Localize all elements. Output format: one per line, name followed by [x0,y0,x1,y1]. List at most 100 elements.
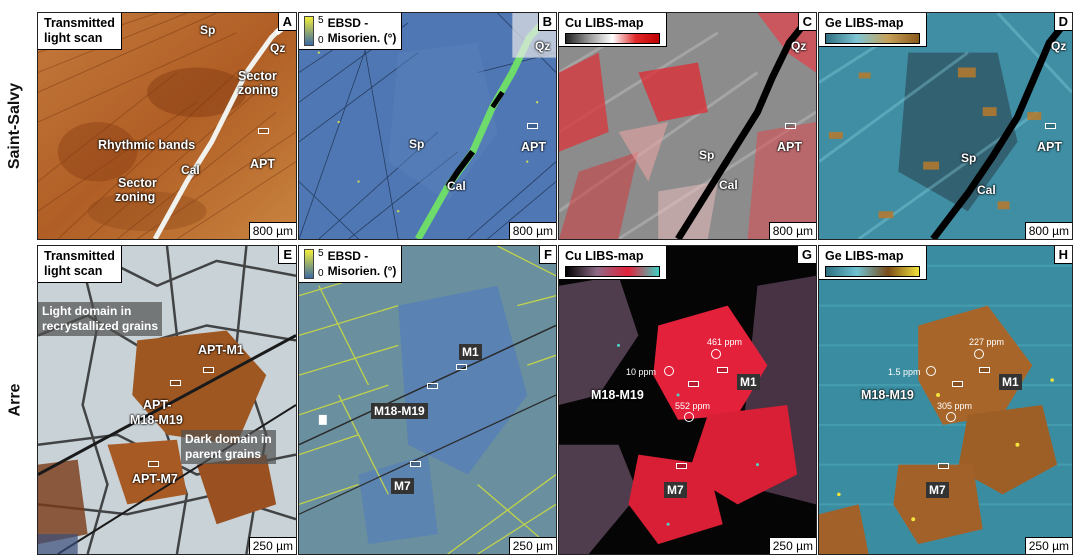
label-line: parent grains [185,447,262,461]
label-m18-m19: M18-M19 [861,388,914,402]
panel-c-letter: C [797,13,816,31]
panel-g-image [559,246,816,554]
colorbar [825,33,920,44]
panel-g-title: Cu LIBS-map [565,249,644,263]
title-line-1: Transmitted [44,249,115,263]
panel-a-title: Transmitted light scan [38,13,122,50]
ppm-value: 10 ppm [626,367,657,377]
colorbar-min: 0 [318,268,324,279]
title-line-1: EBSD - [327,249,369,263]
apt-marker [1045,123,1056,129]
spot-circle [946,412,956,422]
label-line: Dark domain in [185,432,272,446]
marker-m18 [952,381,963,387]
apt-marker-m18 [170,380,181,386]
panel-c-title: Cu LIBS-map [565,16,644,30]
spot-circle [974,349,984,359]
colorbar [565,33,660,44]
title-line-1: EBSD - [327,16,369,30]
label-zoning: zoning [115,190,156,204]
colorbar [565,266,660,277]
spot-circle [926,366,936,376]
panel-e-transmitted-light: Transmitted light scan E Light domain in… [37,245,297,555]
apt-marker-m1 [203,367,214,373]
label-qz: Qz [535,39,551,53]
panel-d-image [819,13,1072,239]
panel-b-legend: 5 0 EBSD - Misorien. (°) [299,13,403,50]
title-line-2: Misorien. (°) [327,31,397,45]
title-line-1: Transmitted [44,16,115,30]
spot-circle [664,366,674,376]
ppm-value: 461 ppm [707,337,743,347]
label-dark-domain: Dark domain in parent grains [181,430,276,464]
panel-f-ebsd: 5 0 EBSD - Misorien. (°) F M1 M18-M19 M7… [298,245,557,555]
panel-a-image [38,13,296,239]
scale-bar: 250 µm [768,537,816,554]
scale-bar: 250 µm [508,537,556,554]
title-line-2: Misorien. (°) [327,264,397,278]
label-sp: Sp [961,151,977,165]
marker-m1 [717,367,728,373]
scale-bar: 800 µm [1024,222,1072,239]
apt-marker [258,128,269,134]
panel-d-letter: D [1053,13,1072,31]
label-cal: Cal [977,183,996,197]
label-qz: Qz [270,41,286,55]
panel-f-image [299,246,556,554]
marker-m18 [688,381,699,387]
colorbar-max: 5 [318,248,324,259]
label-m18-m19: M18-M19 [371,403,428,419]
panel-b-letter: B [537,13,556,31]
label-m7: M7 [664,482,687,498]
label-cal: Cal [719,178,738,192]
label-rhythmic-bands: Rhythmic bands [98,138,196,152]
label-sp: Sp [409,137,425,151]
marker-m7 [938,463,949,469]
scale-bar: 800 µm [248,222,296,239]
panel-c-image [559,13,816,239]
ppm-value: 227 ppm [969,337,1005,347]
title-line-2: light scan [44,264,103,278]
panel-d-title: Ge LIBS-map [825,16,904,30]
title-line-2: light scan [44,31,103,45]
panel-h-letter: H [1053,246,1072,264]
scale-bar: 800 µm [508,222,556,239]
panel-g-legend: Cu LIBS-map [559,246,667,280]
colorbar-min: 0 [318,35,324,46]
row-label-text: Saint-Salvy [6,82,24,170]
row-label-saint-salvy: Saint-Salvy [0,12,30,240]
colorbar [825,266,920,277]
panel-c-cu-libs: Cu LIBS-map C Qz Sp Cal APT 800 µm [558,12,817,240]
panel-f-letter: F [539,246,556,264]
label-sp: Sp [699,148,715,162]
panel-e-letter: E [278,246,296,264]
panel-d-legend: Ge LIBS-map [819,13,927,47]
scale-bar: 250 µm [1024,537,1072,554]
panel-f-legend: 5 0 EBSD - Misorien. (°) [299,246,403,283]
label-apt-m18-line1: APT- [143,398,172,412]
row-label-arre: Arre [0,245,30,555]
spot-circle [684,412,694,422]
label-sector: Sector [118,176,157,190]
label-apt: APT [521,140,546,154]
marker-m7 [410,461,421,467]
ppm-value: 1.5 ppm [888,367,921,377]
label-apt: APT [777,140,802,154]
label-line: recrystallized grains [42,319,159,333]
spot-circle [711,349,721,359]
panel-h-title: Ge LIBS-map [825,249,904,263]
apt-marker [527,123,538,129]
label-sp: Sp [200,23,216,37]
label-line: Light domain in [42,304,132,318]
panel-h-ge-libs: Ge LIBS-map H 227 ppm 1.5 ppm M1 M18-M19… [818,245,1073,555]
colorbar-max: 5 [318,15,324,26]
label-apt: APT [250,157,275,171]
ppm-value: 305 ppm [937,401,973,411]
panel-g-letter: G [796,246,816,264]
label-light-domain: Light domain in recrystallized grains [38,302,163,336]
scale-bar: 800 µm [768,222,816,239]
label-apt-m18-line2: M18-M19 [130,413,183,427]
label-apt: APT [1037,140,1062,154]
colorbar [304,249,314,279]
apt-marker [785,123,796,129]
